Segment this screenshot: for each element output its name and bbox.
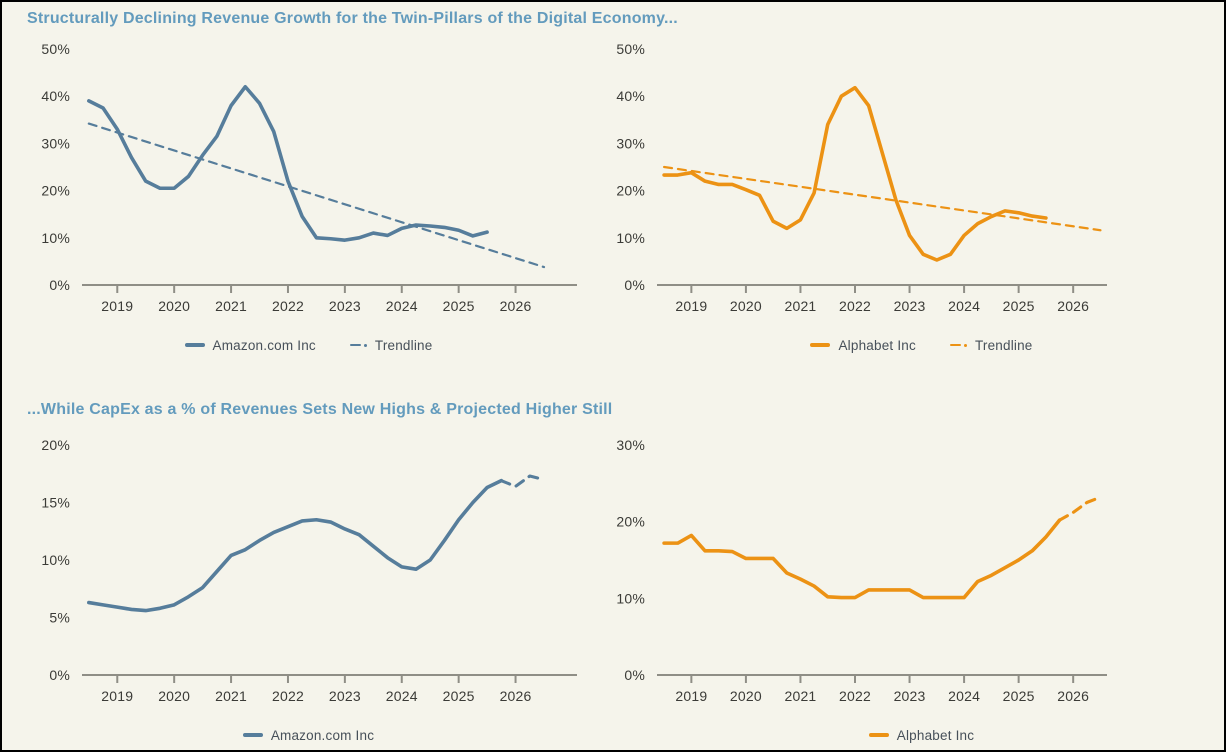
legend-label: Amazon.com Inc bbox=[212, 337, 316, 353]
legend-item-amazon: Amazon.com Inc bbox=[242, 727, 375, 743]
svg-text:2025: 2025 bbox=[1003, 688, 1035, 704]
alphabet-line-icon bbox=[810, 343, 831, 347]
svg-text:2024: 2024 bbox=[386, 688, 418, 704]
svg-text:2021: 2021 bbox=[215, 298, 247, 314]
trendline-dash-icon bbox=[349, 343, 367, 347]
svg-text:40%: 40% bbox=[616, 88, 645, 104]
svg-text:2023: 2023 bbox=[894, 688, 926, 704]
svg-text:2021: 2021 bbox=[215, 688, 247, 704]
svg-text:10%: 10% bbox=[616, 590, 645, 606]
legend-item-alphabet: Alphabet Inc bbox=[868, 727, 975, 743]
legend-item-alphabet: Alphabet Inc bbox=[810, 337, 916, 353]
svg-text:0%: 0% bbox=[49, 277, 70, 293]
chart-amazon-capex: 2019 2020 2021 2022 2023 2024 2025 2026 0% 5% 10% 1… bbox=[41, 437, 577, 704]
svg-text:40%: 40% bbox=[41, 88, 70, 104]
svg-text:2023: 2023 bbox=[329, 688, 361, 704]
svg-text:2021: 2021 bbox=[784, 688, 816, 704]
svg-text:0%: 0% bbox=[49, 667, 70, 683]
chart-alphabet-capex: 2019 2020 2021 2022 2023 2024 2025 2026 0% 10% 20%… bbox=[616, 437, 1107, 704]
svg-text:0%: 0% bbox=[624, 667, 645, 683]
legend-label: Amazon.com Inc bbox=[270, 727, 375, 743]
svg-text:2020: 2020 bbox=[730, 298, 762, 314]
svg-text:2024: 2024 bbox=[948, 298, 980, 314]
legend-alphabet-revenue: Alphabet Inc Trendline bbox=[615, 335, 1226, 355]
svg-text:2019: 2019 bbox=[101, 688, 133, 704]
alphabet-line-icon bbox=[868, 733, 889, 737]
legend-alphabet-capex: Alphabet Inc bbox=[615, 725, 1226, 745]
svg-text:2026: 2026 bbox=[500, 688, 532, 704]
svg-text:2026: 2026 bbox=[1057, 298, 1089, 314]
svg-text:15%: 15% bbox=[41, 495, 70, 511]
svg-text:50%: 50% bbox=[616, 41, 645, 57]
svg-text:20%: 20% bbox=[616, 183, 645, 199]
trendline-dash-icon bbox=[949, 343, 967, 347]
svg-text:2022: 2022 bbox=[839, 298, 871, 314]
svg-text:10%: 10% bbox=[616, 230, 645, 246]
svg-text:2025: 2025 bbox=[443, 298, 475, 314]
svg-text:2020: 2020 bbox=[158, 298, 190, 314]
svg-text:2026: 2026 bbox=[1057, 688, 1089, 704]
svg-text:10%: 10% bbox=[41, 230, 70, 246]
svg-text:2024: 2024 bbox=[948, 688, 980, 704]
svg-text:2026: 2026 bbox=[500, 298, 532, 314]
svg-text:2019: 2019 bbox=[101, 298, 133, 314]
svg-text:10%: 10% bbox=[41, 552, 70, 568]
legend-label: Trendline bbox=[374, 337, 433, 353]
svg-text:2024: 2024 bbox=[386, 298, 418, 314]
svg-text:50%: 50% bbox=[41, 41, 70, 57]
legend-item-trendline: Trendline bbox=[949, 337, 1033, 353]
svg-text:2020: 2020 bbox=[158, 688, 190, 704]
svg-text:2022: 2022 bbox=[272, 298, 304, 314]
legend-label: Trendline bbox=[974, 337, 1033, 353]
svg-text:2022: 2022 bbox=[839, 688, 871, 704]
svg-text:20%: 20% bbox=[41, 183, 70, 199]
legend-amazon-revenue: Amazon.com Inc Trendline bbox=[2, 335, 615, 355]
legend-item-trendline: Trendline bbox=[349, 337, 433, 353]
legend-amazon-capex: Amazon.com Inc bbox=[2, 725, 615, 745]
legend-label: Alphabet Inc bbox=[896, 727, 975, 743]
amazon-line-icon bbox=[184, 343, 205, 347]
svg-text:2022: 2022 bbox=[272, 688, 304, 704]
svg-text:2019: 2019 bbox=[675, 298, 707, 314]
svg-text:20%: 20% bbox=[616, 514, 645, 530]
amazon-line-icon bbox=[242, 733, 263, 737]
chart-alphabet-revenue-growth: 2019 2020 2021 2022 2023 2024 2025 2026 0% 10% 20%… bbox=[616, 41, 1107, 314]
svg-text:2021: 2021 bbox=[784, 298, 816, 314]
svg-text:2020: 2020 bbox=[730, 688, 762, 704]
svg-text:30%: 30% bbox=[616, 135, 645, 151]
legend-item-amazon: Amazon.com Inc bbox=[184, 337, 316, 353]
section-title-capex: ...While CapEx as a % of Revenues Sets N… bbox=[27, 401, 613, 418]
chart-amazon-revenue-growth: 2019 2020 2021 2022 2023 2024 2025 2026 0% 10% 20%… bbox=[41, 41, 577, 314]
svg-text:20%: 20% bbox=[41, 437, 70, 453]
svg-text:2023: 2023 bbox=[894, 298, 926, 314]
svg-text:0%: 0% bbox=[624, 277, 645, 293]
svg-text:30%: 30% bbox=[616, 437, 645, 453]
svg-text:2023: 2023 bbox=[329, 298, 361, 314]
legend-label: Alphabet Inc bbox=[838, 337, 916, 353]
svg-text:2025: 2025 bbox=[1003, 298, 1035, 314]
svg-text:5%: 5% bbox=[49, 610, 70, 626]
svg-text:30%: 30% bbox=[41, 135, 70, 151]
svg-text:2025: 2025 bbox=[443, 688, 475, 704]
section-title-revenue-growth: Structurally Declining Revenue Growth fo… bbox=[27, 10, 678, 27]
svg-text:2019: 2019 bbox=[675, 688, 707, 704]
